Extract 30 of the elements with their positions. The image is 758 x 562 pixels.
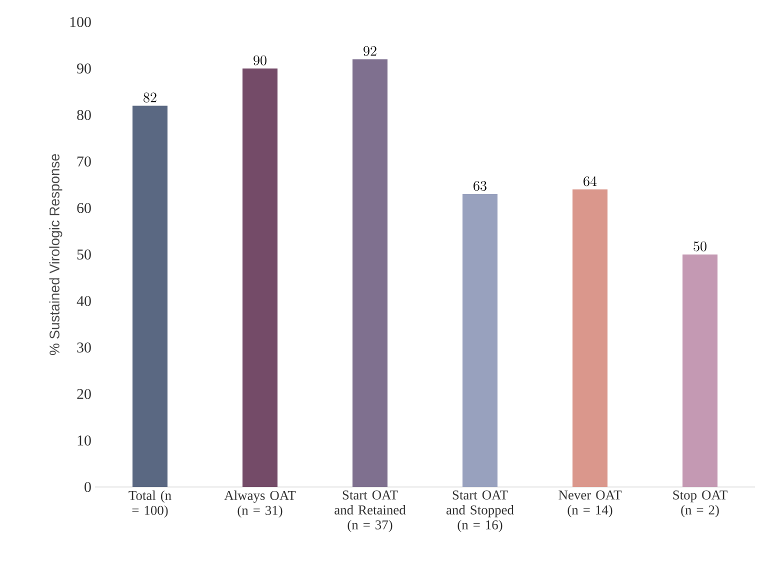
y-tick-label: 60 xyxy=(77,202,91,214)
y-tick-label: 50 xyxy=(77,249,91,260)
bar xyxy=(132,106,168,487)
x-tick-label: Stop OAT (n = 2) xyxy=(673,490,728,518)
y-tick-label: 30 xyxy=(77,342,91,353)
y-tick-label: 10 xyxy=(78,435,91,446)
data-label: 90 xyxy=(254,55,266,66)
bar xyxy=(572,189,608,487)
data-label: 63 xyxy=(474,180,486,191)
bar xyxy=(352,59,388,487)
y-tick-label: 20 xyxy=(77,388,91,400)
y-tick-label: 0 xyxy=(84,482,91,492)
data-label: 50 xyxy=(694,241,706,252)
data-label: 82 xyxy=(144,92,156,102)
x-tick-label: Start OAT and Stopped (n = 16) xyxy=(446,490,514,532)
y-axis-title: % Sustained Virologic Response xyxy=(49,154,62,356)
data-label: 92 xyxy=(364,46,376,56)
x-tick-label: Always OAT (n = 31) xyxy=(224,490,296,518)
x-tick-label: Start OAT and Retained (n = 37) xyxy=(334,490,406,532)
bar xyxy=(682,254,718,487)
y-tick-label: 80 xyxy=(77,110,91,120)
data-label: 64 xyxy=(584,176,597,186)
y-tick-label: 90 xyxy=(77,63,91,74)
bar xyxy=(462,194,498,487)
y-tick-label: 40 xyxy=(76,296,91,306)
y-tick-label: 70 xyxy=(78,156,91,167)
x-tick-label: Total (n = 100) xyxy=(128,490,172,518)
y-tick-label: 100 xyxy=(70,16,91,28)
x-tick-label: Never OAT (n = 14) xyxy=(558,490,622,518)
bar xyxy=(242,68,278,487)
